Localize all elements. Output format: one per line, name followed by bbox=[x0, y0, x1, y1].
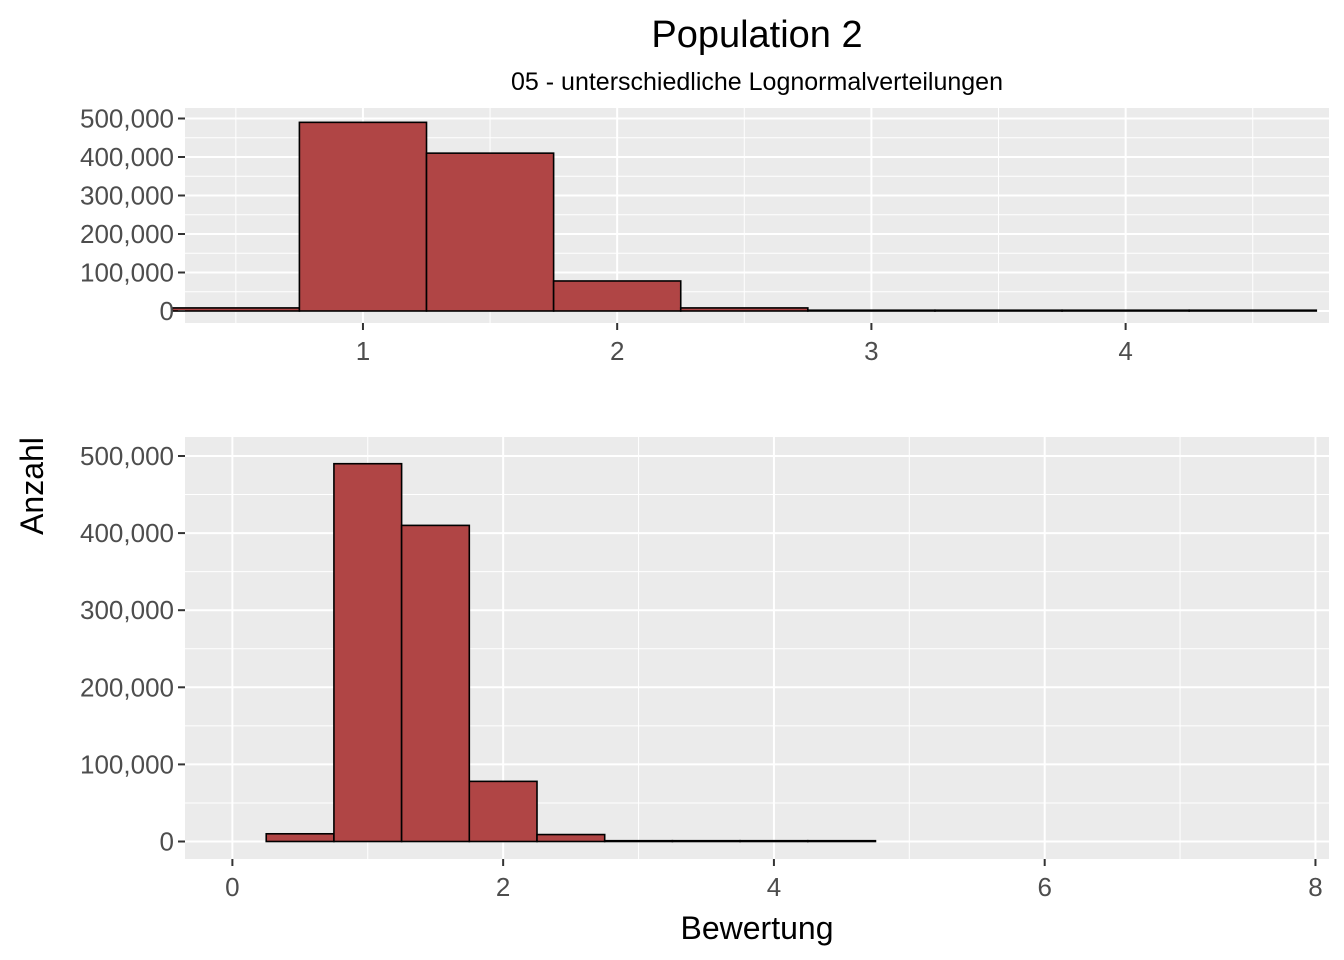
x-tick-label: 2 bbox=[610, 336, 624, 366]
histogram-bar bbox=[468, 780, 538, 843]
y-tick-label: 500,000 bbox=[80, 441, 174, 471]
chart-subtitle: 05 - unterschiedliche Lognormalverteilun… bbox=[511, 68, 1003, 96]
histogram-bar bbox=[171, 307, 301, 312]
chart-title: Population 2 bbox=[651, 14, 862, 56]
y-tick-label: 0 bbox=[160, 296, 174, 326]
bottom-panel: 0 100,000 200,000 300,000 400,000 500,000 0 2 4 6… bbox=[80, 437, 1329, 902]
x-tick-label: 1 bbox=[356, 336, 370, 366]
x-axis-title: Bewertung bbox=[681, 910, 834, 946]
histogram-bar bbox=[739, 839, 809, 843]
y-tick-label: 100,000 bbox=[80, 749, 174, 779]
y-tick-label: 200,000 bbox=[80, 219, 174, 249]
histogram-bar bbox=[298, 121, 428, 312]
x-tick-label: 6 bbox=[1037, 872, 1051, 902]
histogram-bar bbox=[603, 839, 674, 843]
x-tick-label: 4 bbox=[1118, 336, 1132, 366]
histogram-bar bbox=[265, 832, 335, 843]
y-tick-label: 300,000 bbox=[80, 181, 174, 211]
y-tick-label: 400,000 bbox=[80, 518, 174, 548]
histogram-bar bbox=[1061, 309, 1190, 312]
histogram-bar bbox=[807, 309, 936, 312]
histogram-bar bbox=[536, 833, 606, 843]
y-tick-label: 0 bbox=[160, 827, 174, 857]
x-tick-label: 3 bbox=[864, 336, 878, 366]
y-tick-label: 300,000 bbox=[80, 595, 174, 625]
histogram-bar bbox=[1188, 309, 1318, 312]
y-tick-label: 500,000 bbox=[80, 104, 174, 134]
y-axis-title: Anzahl bbox=[14, 437, 50, 535]
top-panel: 0 100,000 200,000 300,000 400,000 500,000 1 2 3 4 bbox=[80, 104, 1329, 366]
histogram-bar bbox=[333, 462, 403, 843]
y-tick-label: 100,000 bbox=[80, 258, 174, 288]
histogram-bar bbox=[425, 152, 555, 312]
histogram-bar bbox=[934, 309, 1063, 312]
y-tick-label: 200,000 bbox=[80, 672, 174, 702]
x-tick-label: 8 bbox=[1308, 872, 1322, 902]
histogram-bar bbox=[400, 524, 471, 843]
y-tick-label: 400,000 bbox=[80, 142, 174, 172]
histogram-bar bbox=[679, 307, 809, 312]
x-tick-label: 2 bbox=[496, 872, 510, 902]
histogram-bar bbox=[671, 839, 741, 843]
x-tick-label: 4 bbox=[767, 872, 781, 902]
x-tick-label: 0 bbox=[225, 872, 239, 902]
histogram-bar bbox=[806, 839, 877, 843]
histogram-bar bbox=[552, 280, 682, 312]
